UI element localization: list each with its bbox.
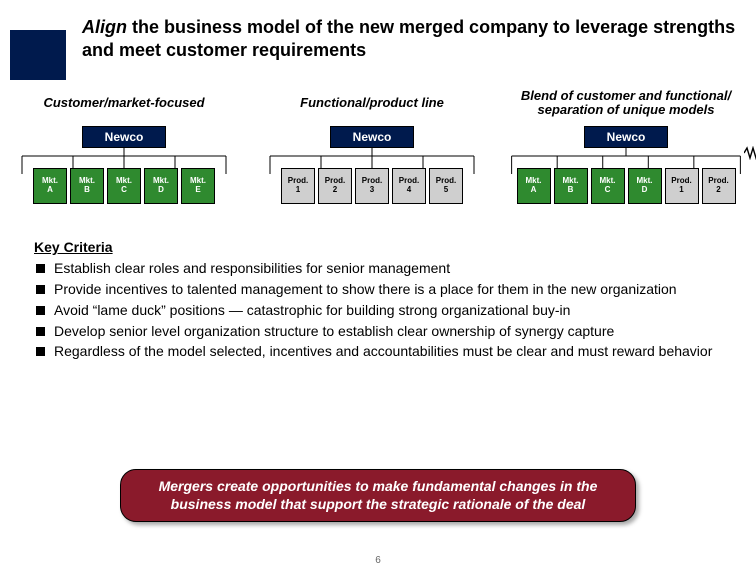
leaf-mkt: Mkt.C [591, 168, 625, 204]
criteria-heading: Key Criteria [34, 238, 722, 257]
leaf-prod: Prod.1 [281, 168, 315, 204]
leaf-prod: Prod.1 [665, 168, 699, 204]
leaf-prod: Prod.4 [392, 168, 426, 204]
break-squiggle-icon [744, 146, 756, 160]
leaf-mkt: Mkt.B [554, 168, 588, 204]
newco-box: Newco [584, 126, 669, 148]
column-header: Customer/market-focused [4, 86, 244, 120]
leaf-mkt: Mkt.C [107, 168, 141, 204]
key-criteria-section: Key Criteria Establish clear roles and r… [34, 238, 722, 363]
takeaway-callout: Mergers create opportunities to make fun… [120, 469, 636, 522]
leaf-mkt: Mkt.A [33, 168, 67, 204]
leaf-mkt: Mkt.E [181, 168, 215, 204]
leaf-mkt: Mkt.A [517, 168, 551, 204]
org-chart: Newco Mkt.A Mkt.B Mkt.C Mkt.D Mkt.E [4, 126, 244, 204]
column-blend: Blend of customer and functional/ separa… [500, 86, 752, 204]
title-italic-word: Align [82, 17, 127, 37]
title-bar: Align the business model of the new merg… [0, 16, 756, 61]
leaf-prod: Prod.5 [429, 168, 463, 204]
org-chart: Newco Mkt.A Mkt.B Mkt.C Mkt.D Prod.1 Pro… [500, 126, 752, 204]
column-functional-product: Functional/product line Newco Prod.1 Pro… [252, 86, 492, 204]
criteria-item: Establish clear roles and responsibiliti… [34, 259, 722, 278]
page-number: 6 [0, 555, 756, 566]
leaf-mkt: Mkt.B [70, 168, 104, 204]
leaf-mkt: Mkt.D [144, 168, 178, 204]
leaf-mkt: Mkt.D [628, 168, 662, 204]
newco-box: Newco [82, 126, 167, 148]
criteria-item: Develop senior level organization struct… [34, 322, 722, 341]
leaf-row: Mkt.A Mkt.B Mkt.C Mkt.D Prod.1 Prod.2 [500, 168, 752, 204]
criteria-item: Provide incentives to talented managemen… [34, 280, 722, 299]
leaf-prod: Prod.3 [355, 168, 389, 204]
slide-title: Align the business model of the new merg… [6, 16, 750, 61]
column-header: Blend of customer and functional/ separa… [500, 86, 752, 120]
criteria-item: Regardless of the model selected, incent… [34, 342, 722, 361]
criteria-list: Establish clear roles and responsibiliti… [34, 259, 722, 361]
criteria-item: Avoid “lame duck” positions — catastroph… [34, 301, 722, 320]
leaf-prod: Prod.2 [318, 168, 352, 204]
leaf-prod: Prod.2 [702, 168, 736, 204]
leaf-row: Mkt.A Mkt.B Mkt.C Mkt.D Mkt.E [4, 168, 244, 204]
column-customer-market: Customer/market-focused Newco Mkt.A Mkt.… [4, 86, 244, 204]
org-chart: Newco Prod.1 Prod.2 Prod.3 Prod.4 Prod.5 [252, 126, 492, 204]
org-model-columns: Customer/market-focused Newco Mkt.A Mkt.… [4, 86, 752, 204]
column-header: Functional/product line [252, 86, 492, 120]
newco-box: Newco [330, 126, 415, 148]
leaf-row: Prod.1 Prod.2 Prod.3 Prod.4 Prod.5 [252, 168, 492, 204]
title-rest: the business model of the new merged com… [82, 17, 735, 60]
